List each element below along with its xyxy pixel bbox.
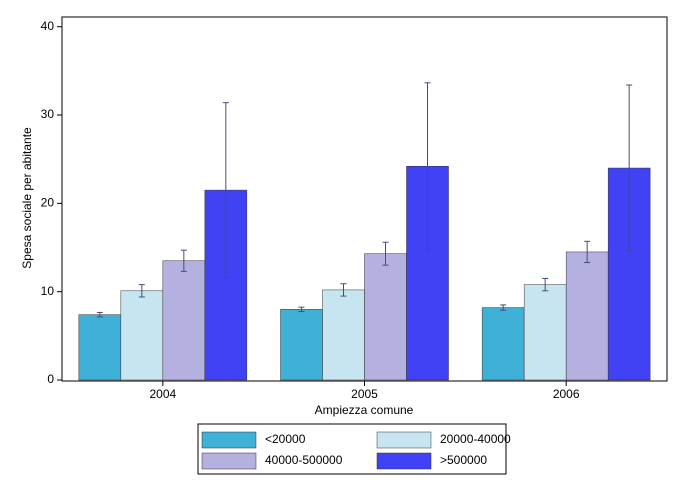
legend-label: <20000: [265, 432, 306, 446]
y-tick-label: 0: [47, 372, 54, 386]
y-tick-label: 40: [41, 19, 55, 33]
error-bar: [424, 82, 431, 251]
legend-frame: [197, 423, 507, 475]
error-bar: [542, 277, 549, 292]
bar: [523, 284, 567, 381]
error-bar: [500, 304, 507, 311]
bar: [364, 253, 407, 381]
error-bar: [96, 311, 103, 318]
bar: [78, 314, 122, 381]
legend-swatch: [201, 431, 257, 449]
legend-label: >500000: [440, 453, 487, 467]
error-bar: [584, 240, 591, 264]
legend-swatch: [376, 431, 432, 449]
y-tick-label: 10: [41, 284, 55, 298]
legend-label: 40000-500000: [265, 453, 343, 467]
bar: [280, 309, 323, 381]
x-axis-label: Ampiezza comune: [315, 403, 414, 417]
bar: [162, 260, 206, 381]
legend-swatch: [201, 452, 257, 470]
legend-swatch: [376, 452, 432, 470]
y-axis-label: Spesa sociale per abitante: [20, 127, 34, 269]
bar: [565, 251, 609, 381]
error-bar: [626, 84, 633, 252]
x-tick-label: 2006: [553, 387, 580, 401]
error-bar: [180, 249, 187, 272]
x-tick-label: 2005: [351, 387, 378, 401]
error-bar: [340, 283, 347, 297]
y-tick-label: 30: [41, 107, 55, 121]
error-bar: [298, 306, 305, 313]
legend-label: 20000-40000: [440, 432, 511, 446]
bar: [120, 290, 164, 381]
error-bar: [382, 241, 389, 266]
bar: [481, 307, 525, 381]
bar: [322, 289, 365, 381]
x-tick-label: 2004: [149, 387, 176, 401]
error-bar: [222, 102, 229, 279]
y-tick-label: 20: [41, 196, 55, 210]
error-bar: [138, 284, 145, 298]
